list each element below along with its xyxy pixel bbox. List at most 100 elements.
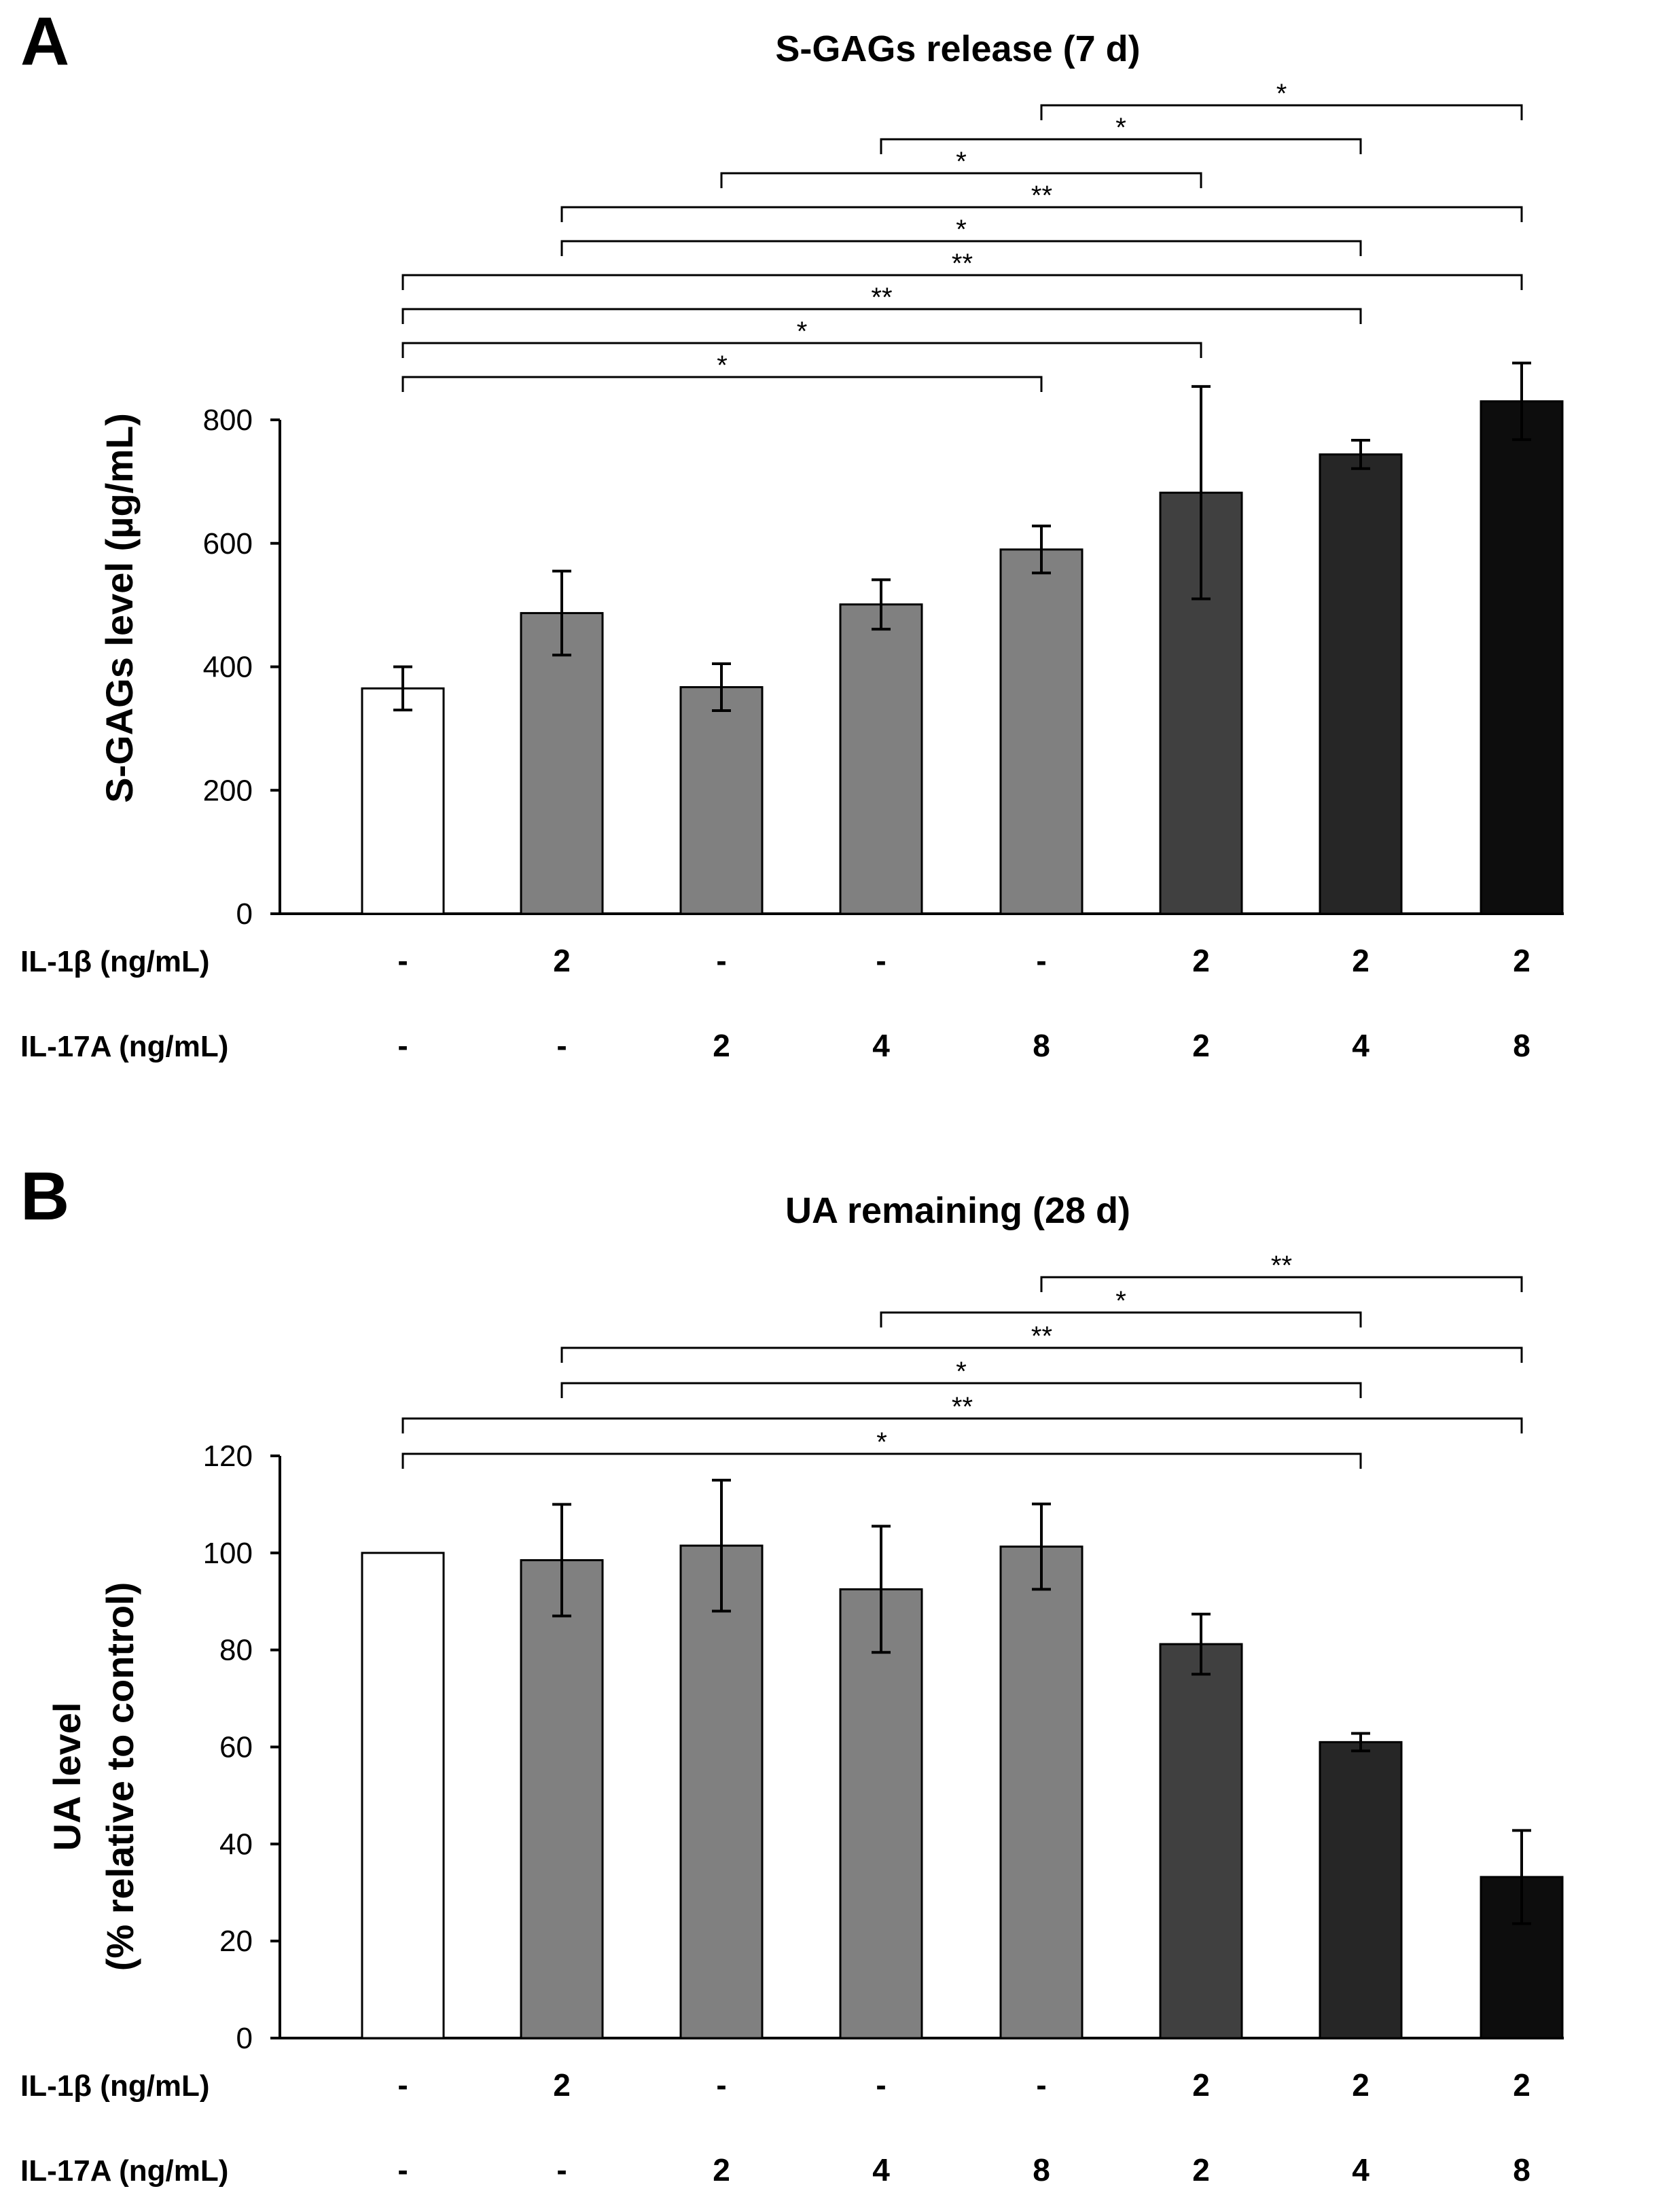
panel-a-bar [361, 687, 445, 915]
panel-a-significance-mark: ** [871, 283, 892, 313]
panel-a-y-tick-label: 600 [203, 527, 253, 560]
panel-b-significance-mark: * [1115, 1286, 1126, 1316]
panel-a-significance-bracket [401, 308, 1362, 324]
panel-b-significance-bracket [560, 1382, 1362, 1398]
panel-a-label: A [20, 3, 69, 79]
panel-b-il17a-value: 4 [1352, 2152, 1369, 2188]
panel-b-il17a-value: 2 [1192, 2152, 1210, 2188]
panel-a-title: S-GAGs release (7 d) [775, 29, 1140, 69]
panel-b-bar [361, 1552, 445, 2039]
panel-a-il1b-value: - [1036, 943, 1046, 978]
panel-a-significance-mark: * [1276, 79, 1287, 109]
panel-a-il1b-value: - [716, 943, 726, 978]
panel-b-significance-bracket [401, 1417, 1523, 1433]
panel-b-il1b-value: - [716, 2067, 726, 2103]
panel-b-y-axis-label-sub: (% relative to control) [99, 1582, 141, 1972]
panel-b-y-tick-label: 20 [219, 1925, 253, 1958]
panel-b-bar [679, 1544, 764, 2039]
panel-b-significance-mark: ** [952, 1392, 973, 1422]
panel-a-significance-bracket [560, 206, 1523, 222]
panel-a-significance-bracket [880, 138, 1362, 154]
panel-b-y-tick-label: 100 [203, 1537, 253, 1570]
panel-b-y-tick-label: 0 [236, 2022, 253, 2055]
panel-a-il17a-value: - [397, 1028, 408, 1063]
panel-a-significance-bracket [401, 342, 1202, 358]
panel-a-il17a-value: 2 [713, 1028, 730, 1063]
panel-b-significance-mark: * [876, 1427, 887, 1457]
panel-a-y-tick-label: 400 [203, 651, 253, 684]
panel-b-il17a-value: - [397, 2152, 408, 2188]
panel-b-il1b-value: 2 [1352, 2067, 1369, 2103]
panel-a-significance-bracket [720, 172, 1202, 188]
panel-a-il1b-value: - [397, 943, 408, 978]
panel-b-significance-bracket [560, 1346, 1523, 1363]
panel-a-significance-bracket [1040, 104, 1523, 120]
panel-b-significance-bracket [401, 1452, 1362, 1469]
panel-a-il17a-value: 8 [1033, 1028, 1050, 1063]
panel-a-significance-mark: * [956, 215, 967, 245]
panel-a-il17a-value: - [556, 1028, 567, 1063]
panel-a-significance-mark: * [1115, 113, 1126, 143]
panel-b-y-tick-label: 40 [219, 1827, 253, 1861]
panel-b-y-tick-label: 60 [219, 1731, 253, 1764]
panel-b-il1b-value: 2 [1192, 2067, 1210, 2103]
panel-a-significance-mark: * [956, 147, 967, 177]
panel-a-significance-bracket [401, 274, 1523, 290]
panel-a-il17a-value: 2 [1192, 1028, 1210, 1063]
panel-a-il17a-value: 8 [1513, 1028, 1530, 1063]
panel-b-il17a-value: 2 [713, 2152, 730, 2188]
panel-b-significance-mark: * [956, 1357, 967, 1387]
panel-b-label: B [20, 1158, 69, 1234]
panel-b-y-tick-label: 80 [219, 1634, 253, 1667]
panel-a-il1b-value: 2 [1192, 943, 1210, 978]
panel-a-significance-mark: * [797, 317, 808, 346]
panel-a-il1b-value: 2 [1352, 943, 1369, 978]
panel-a-bar [679, 685, 764, 915]
panel-b-row-label-il1b: IL-1β (ng/mL) [20, 2069, 210, 2103]
panel-b-bar [1159, 1643, 1243, 2039]
panel-b-significance-mark: ** [1271, 1251, 1292, 1281]
panel-b-bar [999, 1546, 1084, 2039]
panel-b-y-tick-label: 120 [203, 1440, 253, 1473]
panel-b-il17a-value: 8 [1033, 2152, 1050, 2188]
panel-a-y-tick-label: 0 [236, 897, 253, 931]
panel-a-significance-bracket [401, 376, 1043, 392]
panel-a-il1b-value: 2 [553, 943, 571, 978]
panel-b-y-axis-label: UA level [46, 1702, 88, 1851]
panel-b-row-label-il17a: IL-17A (ng/mL) [20, 2154, 228, 2188]
panel-b-significance-mark: ** [1031, 1321, 1052, 1351]
panel-b-title: UA remaining (28 d) [785, 1190, 1130, 1231]
panel-a-y-axis-label: S-GAGs level (µg/mL) [98, 413, 141, 803]
panel-a-y-tick-label: 200 [203, 774, 253, 807]
panel-b-il1b-value: 2 [553, 2067, 571, 2103]
panel-a-y-tick-label: 800 [203, 404, 253, 437]
panel-a-row-label-il17a: IL-17A (ng/mL) [20, 1030, 228, 1063]
panel-a-bar [999, 548, 1084, 915]
panel-b-il17a-value: 8 [1513, 2152, 1530, 2188]
panel-a-bar [1319, 453, 1403, 915]
panel-a-significance-mark: ** [1031, 181, 1052, 211]
panel-a-il1b-value: - [876, 943, 886, 978]
panel-a-plot: 0200400600800--2--2-4-8222428***********… [203, 79, 1564, 1063]
panel-b-il1b-value: - [397, 2067, 408, 2103]
panel-b-bar [839, 1588, 923, 2039]
panel-a-il1b-value: 2 [1513, 943, 1530, 978]
panel-a-bar [839, 603, 923, 915]
panel-b-significance-bracket [880, 1311, 1362, 1327]
panel-a-il17a-value: 4 [872, 1028, 890, 1063]
panel-a-significance-mark: * [717, 351, 728, 380]
panel-b-il1b-value: - [1036, 2067, 1046, 2103]
panel-a-significance-mark: ** [952, 249, 973, 279]
panel-b-il1b-value: 2 [1513, 2067, 1530, 2103]
panel-a-il17a-value: 4 [1352, 1028, 1369, 1063]
panel-b-significance-bracket [1040, 1276, 1523, 1292]
panel-a-bar [1480, 400, 1564, 915]
panel-b-il17a-value: - [556, 2152, 567, 2188]
panel-a-bar [520, 611, 604, 915]
panel-a-significance-bracket [560, 240, 1362, 256]
panel-b-il17a-value: 4 [872, 2152, 890, 2188]
panel-b-bar [1319, 1741, 1403, 2039]
panel-b-bar [520, 1559, 604, 2039]
